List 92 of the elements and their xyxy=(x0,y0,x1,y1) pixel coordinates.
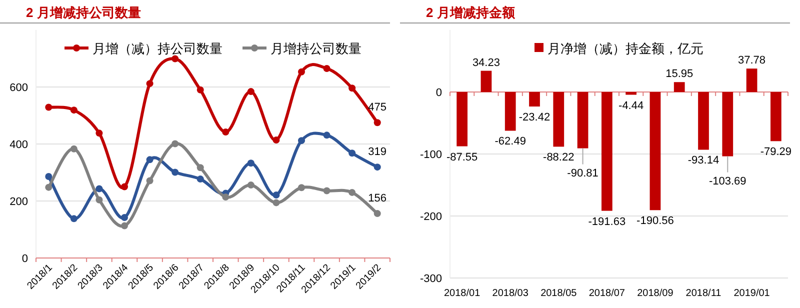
point xyxy=(272,199,280,206)
y-tick-label: 0 xyxy=(22,253,28,265)
data-label: 34.23 xyxy=(472,56,500,69)
y-tick-label: 400 xyxy=(10,139,28,151)
point xyxy=(222,194,230,201)
bar xyxy=(577,92,588,148)
y-tick-label: -300 xyxy=(420,273,442,285)
bar xyxy=(770,92,782,142)
point xyxy=(96,196,103,204)
y-tick-label: 0 xyxy=(436,87,442,99)
bar xyxy=(456,92,468,146)
bar xyxy=(674,82,685,92)
point xyxy=(272,192,280,199)
point xyxy=(222,128,230,136)
point xyxy=(196,164,204,172)
bar xyxy=(626,92,637,95)
point xyxy=(45,104,52,111)
bar xyxy=(601,92,612,211)
point xyxy=(45,172,52,180)
chart-title: 2 月增减持公司数量 xyxy=(26,5,141,20)
point xyxy=(96,185,103,192)
x-tick-label: 2018/03 xyxy=(492,288,529,299)
data-label: -87.55 xyxy=(446,151,478,164)
data-label: -23.42 xyxy=(518,112,550,124)
y-tick-label: -100 xyxy=(420,149,442,161)
point xyxy=(374,119,381,126)
point xyxy=(172,168,179,176)
data-label: -93.14 xyxy=(688,154,720,167)
point xyxy=(172,140,179,148)
point xyxy=(247,182,254,189)
data-label: 475 xyxy=(368,102,387,114)
chart-title: 2 月增减持金额 xyxy=(426,5,516,20)
point xyxy=(298,184,305,192)
y-tick-label: -200 xyxy=(420,211,442,223)
point xyxy=(348,188,356,196)
data-label: -103.69 xyxy=(708,175,746,188)
point xyxy=(298,137,305,144)
bar xyxy=(529,92,540,107)
data-label: 156 xyxy=(368,192,387,205)
bar xyxy=(504,92,516,131)
data-label: -62.49 xyxy=(494,136,526,148)
data-label: -4.44 xyxy=(618,100,644,112)
y-tick-label: 200 xyxy=(10,196,28,208)
point xyxy=(121,214,128,222)
data-label: -88.22 xyxy=(543,152,574,164)
bar xyxy=(746,68,758,92)
point xyxy=(121,183,128,190)
data-label: 15.95 xyxy=(666,68,694,80)
point xyxy=(121,222,128,230)
point xyxy=(323,64,330,72)
bar xyxy=(480,70,492,92)
legend-label: 月增持公司数量 xyxy=(270,41,362,56)
data-label: 319 xyxy=(368,146,387,158)
point xyxy=(247,160,254,167)
legend-label: 月净增（减）持金额，亿元 xyxy=(548,41,704,56)
point xyxy=(247,88,254,96)
x-tick-label: 2018/07 xyxy=(588,288,626,299)
legend-label: 月增（减）持公司数量 xyxy=(92,41,222,56)
point xyxy=(348,150,356,157)
point xyxy=(96,130,103,137)
point xyxy=(70,145,78,152)
x-tick-label: 2019/01 xyxy=(734,288,770,299)
point xyxy=(196,176,204,183)
point xyxy=(196,86,204,94)
data-label: -90.81 xyxy=(567,167,598,180)
point xyxy=(272,136,280,144)
point xyxy=(374,210,381,218)
point xyxy=(146,156,154,164)
bar xyxy=(553,92,564,147)
data-label: -190.56 xyxy=(636,215,674,228)
x-tick-label: 2018/09 xyxy=(637,288,674,299)
point xyxy=(70,106,78,114)
point xyxy=(323,187,330,194)
point xyxy=(323,132,330,139)
data-label: -79.29 xyxy=(760,146,792,158)
point xyxy=(146,177,154,184)
point xyxy=(374,164,381,171)
point xyxy=(146,80,154,88)
x-tick-label: 2018/11 xyxy=(686,288,722,299)
point xyxy=(172,55,179,62)
point xyxy=(70,215,78,222)
point xyxy=(348,84,356,92)
y-tick-label: 600 xyxy=(10,82,28,94)
x-tick-label: 2018/01 xyxy=(444,288,481,299)
point xyxy=(298,68,305,76)
bar xyxy=(650,92,661,210)
point xyxy=(45,184,52,191)
data-label: 37.78 xyxy=(738,54,766,67)
data-label: -191.63 xyxy=(588,216,626,228)
bar xyxy=(722,92,734,156)
bar xyxy=(698,92,709,150)
x-tick-label: 2018/05 xyxy=(540,288,578,299)
